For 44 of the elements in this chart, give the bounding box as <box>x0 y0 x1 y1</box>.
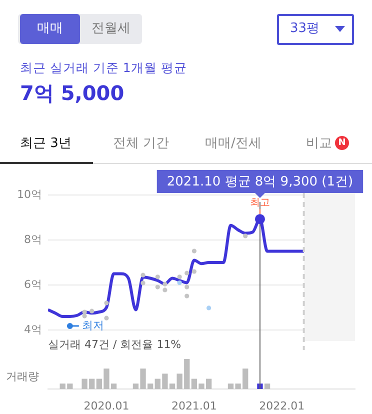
point <box>162 282 168 286</box>
point <box>140 280 146 286</box>
y-tick-label: 6억 <box>24 278 42 291</box>
point <box>177 274 182 280</box>
point <box>104 316 109 320</box>
point <box>192 248 196 254</box>
y-tick-label: 10억 <box>17 188 42 201</box>
x-tick-label: 2021.01 <box>171 399 217 412</box>
point <box>206 306 212 310</box>
bar <box>264 384 270 389</box>
point <box>155 274 160 280</box>
point <box>184 270 190 276</box>
point <box>82 310 87 314</box>
text: 7억 5,000 <box>20 80 124 107</box>
text: 전체 기간 <box>113 135 170 152</box>
point <box>254 214 265 224</box>
point <box>90 308 94 314</box>
point <box>184 294 190 298</box>
point <box>177 280 182 286</box>
point <box>155 284 160 290</box>
y-tick-label: 4억 <box>24 322 42 336</box>
point <box>184 284 190 290</box>
text: 매매 <box>20 14 80 44</box>
text: 전월세 <box>90 20 132 38</box>
point <box>82 314 87 318</box>
y-axis-title: 거래량 <box>6 370 39 383</box>
y-tick-label: 8억 <box>24 232 42 246</box>
text: 매매/전세 <box>205 135 262 152</box>
text: 최근 3년 <box>20 135 72 152</box>
text: 실거래 47건 / 회전율 11% <box>48 338 182 351</box>
point <box>162 288 168 292</box>
text: 최근 실거래 기준 1개월 평균 <box>20 60 187 77</box>
point <box>104 300 109 306</box>
annotation: 2021.10 평균 8억 9,300 (1건) <box>166 174 354 190</box>
annotation: 최고 <box>250 198 270 209</box>
text: 비교 <box>306 135 332 152</box>
text: N <box>335 136 349 150</box>
point <box>243 234 248 238</box>
x-tick-label: 2022.01 <box>259 399 305 412</box>
point <box>140 272 146 278</box>
text: 33평 <box>290 20 320 38</box>
annotation: 최저 <box>82 318 104 332</box>
x-tick-label: 2020.01 <box>84 399 130 412</box>
point <box>192 269 196 274</box>
